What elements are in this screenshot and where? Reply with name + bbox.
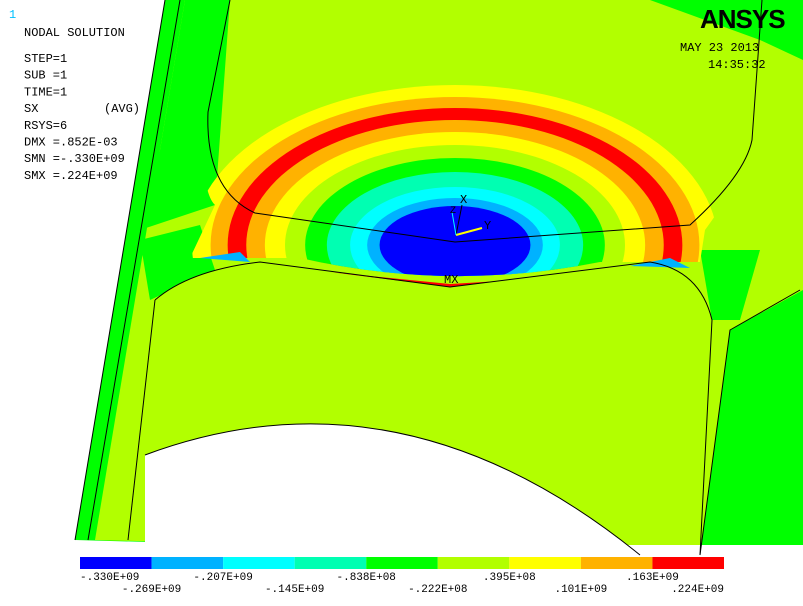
legend-label: .163E+09	[626, 572, 679, 584]
legend-band	[437, 557, 510, 569]
legend-band	[223, 557, 295, 569]
edge-line	[127, 299, 156, 541]
body-green	[650, 0, 803, 60]
info-qualifier: (AVG)	[104, 102, 140, 116]
triad: X Y Z	[450, 193, 491, 236]
legend-band	[80, 557, 152, 569]
outlines	[74, 0, 801, 556]
info-line: DMX =.852E-03	[24, 136, 118, 150]
min-patch	[630, 258, 690, 268]
axis-label: Y	[484, 219, 491, 233]
legend-band	[509, 557, 581, 569]
body-green	[140, 0, 230, 230]
edge-line	[87, 0, 181, 541]
contour-band	[379, 206, 531, 277]
hollow-outline	[207, 0, 763, 243]
info-line: SMX =.224E+09	[24, 169, 118, 183]
legend-band	[294, 557, 367, 569]
max-marker: MX	[444, 273, 458, 287]
axis-label: Z	[450, 206, 456, 217]
body-green	[140, 225, 215, 300]
legend-label: .395E+08	[483, 572, 536, 584]
plot-title: NODAL SOLUTION	[24, 26, 125, 40]
legend-label: -.269E+09	[122, 584, 181, 596]
legend-label: -.222E+08	[408, 584, 467, 596]
legend: -.330E+09-.269E+09 -.207E+09 -.145E+09 -.83…	[80, 557, 724, 596]
window-number: 1	[9, 8, 16, 22]
info-line: SMN =-.330E+09	[24, 152, 125, 166]
white-hollow	[145, 423, 640, 555]
arch-outline	[154, 261, 713, 556]
edge-line	[74, 0, 166, 541]
lower-plate	[128, 262, 712, 555]
legend-label: -.207E+09	[193, 572, 252, 584]
date: MAY 23 2013	[680, 41, 759, 55]
min-patch	[200, 252, 250, 262]
legend-band	[652, 557, 724, 569]
time: 14:35:32	[708, 58, 766, 72]
info-line: SUB =1	[24, 69, 67, 83]
contour-rings	[192, 85, 718, 277]
legend-label: -.838E+08	[337, 572, 396, 584]
body-green	[700, 250, 760, 320]
lower-plate	[0, 252, 803, 606]
legend-band	[151, 557, 224, 569]
white-bottom	[0, 545, 803, 606]
info-line: TIME=1	[24, 85, 67, 99]
legend-label: .224E+09	[671, 584, 724, 596]
edge-line	[699, 289, 801, 556]
info-block: STEP=1 SUB =1 TIME=1 SX RSYS=6 DMX =.852E-03 S…	[24, 52, 125, 183]
legend-band	[580, 557, 653, 569]
info-line: RSYS=6	[24, 119, 67, 133]
axis-label: X	[460, 193, 467, 207]
info-line: SX	[24, 102, 38, 116]
triad-axis	[455, 204, 463, 236]
legend-label: -.330E+09	[80, 572, 139, 584]
legend-band	[366, 557, 438, 569]
logo: ANSYS	[700, 4, 785, 34]
arch-outline	[144, 423, 641, 556]
triad-axis	[455, 227, 483, 236]
info-line: STEP=1	[24, 52, 67, 66]
legend-label: -.145E+09	[265, 584, 324, 596]
triad-axis	[451, 211, 457, 236]
legend-label: .101E+09	[554, 584, 607, 596]
